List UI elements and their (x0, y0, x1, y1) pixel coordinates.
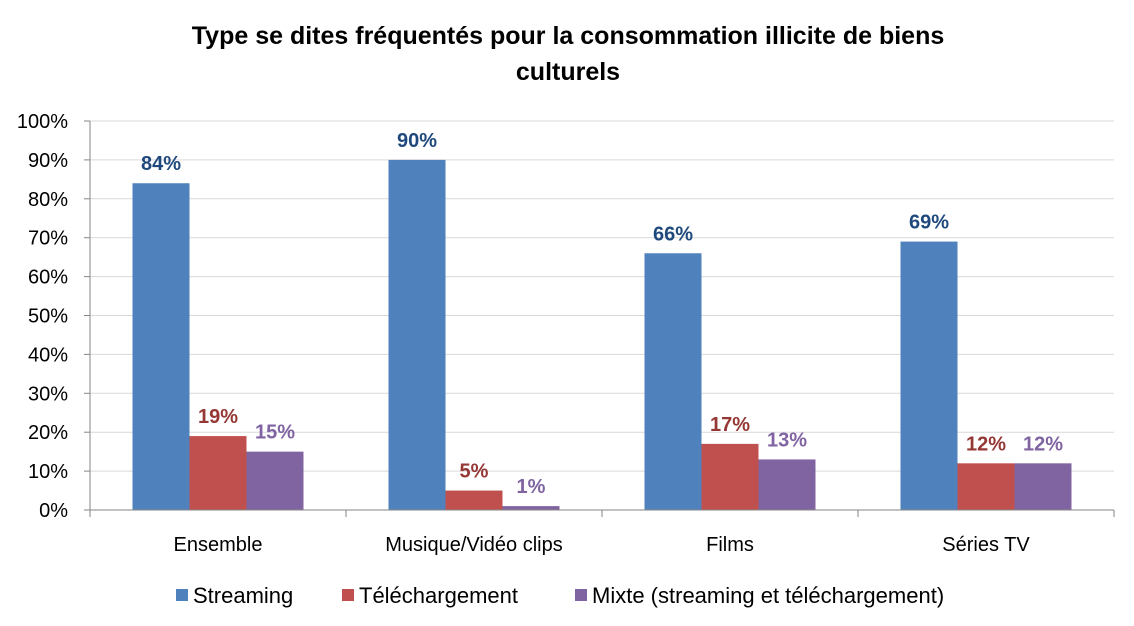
y-tick-label: 80% (28, 189, 68, 211)
data-label: 84% (141, 153, 181, 175)
bar (701, 443, 759, 510)
category-label: Musique/Vidéo clips (385, 534, 563, 556)
legend-swatch (176, 589, 188, 601)
data-label: 13% (767, 429, 807, 451)
y-tick-label: 30% (28, 383, 68, 405)
legend: Streaming Téléchargement Mixte (streaming … (176, 583, 944, 608)
bar (758, 459, 816, 510)
y-tick-label: 40% (28, 344, 68, 366)
chart-title-line-2: culturels (516, 58, 620, 86)
data-label: 17% (710, 414, 750, 436)
data-label: 15% (255, 422, 295, 444)
legend-swatch (342, 589, 354, 601)
legend-label: Téléchargement (359, 583, 518, 608)
y-tick-label: 10% (28, 461, 68, 483)
category-label: Séries TV (942, 534, 1030, 556)
legend-label: Streaming (193, 583, 293, 608)
chart-title-line-1: Type se dites fréquentés pour la consomm… (192, 22, 945, 50)
bar (132, 183, 190, 511)
bar (445, 490, 503, 510)
bar (189, 436, 247, 510)
bar (246, 451, 304, 510)
y-axis-ticks: 0% 10% 20% 30% 40% 50% 60% 70% 80% 90% 100% (17, 111, 90, 522)
bar (957, 463, 1015, 510)
bar (900, 241, 958, 510)
y-tick-label: 100% (17, 111, 68, 133)
y-tick-label: 50% (28, 306, 68, 328)
y-tick-label: 70% (28, 228, 68, 250)
bar (502, 506, 560, 510)
legend-swatch (575, 589, 587, 601)
axes (89, 121, 1115, 517)
bars (132, 159, 1072, 511)
category-label: Ensemble (174, 534, 263, 556)
data-label: 5% (460, 461, 489, 483)
y-tick-label: 60% (28, 267, 68, 289)
category-labels: Ensemble Musique/Vidéo clips Films Séries T… (174, 534, 1031, 556)
data-labels: 84% 19% 15% 90% 5% 1% 66% 17% 13% 69% 12% 12% (141, 130, 1063, 498)
data-label: 12% (966, 433, 1006, 455)
category-label: Films (706, 534, 754, 556)
bar (388, 159, 446, 510)
bar (1014, 463, 1072, 510)
y-tick-label: 90% (28, 150, 68, 172)
data-label: 69% (909, 212, 949, 234)
y-tick-label: 0% (39, 500, 68, 522)
legend-label: Mixte (streaming et téléchargement) (592, 583, 944, 608)
data-label: 66% (653, 223, 693, 245)
data-label: 1% (517, 476, 546, 498)
data-label: 19% (198, 406, 238, 428)
bar (644, 253, 702, 510)
data-label: 12% (1023, 433, 1063, 455)
y-tick-label: 20% (28, 422, 68, 444)
data-label: 90% (397, 130, 437, 152)
gridlines (90, 120, 1114, 472)
